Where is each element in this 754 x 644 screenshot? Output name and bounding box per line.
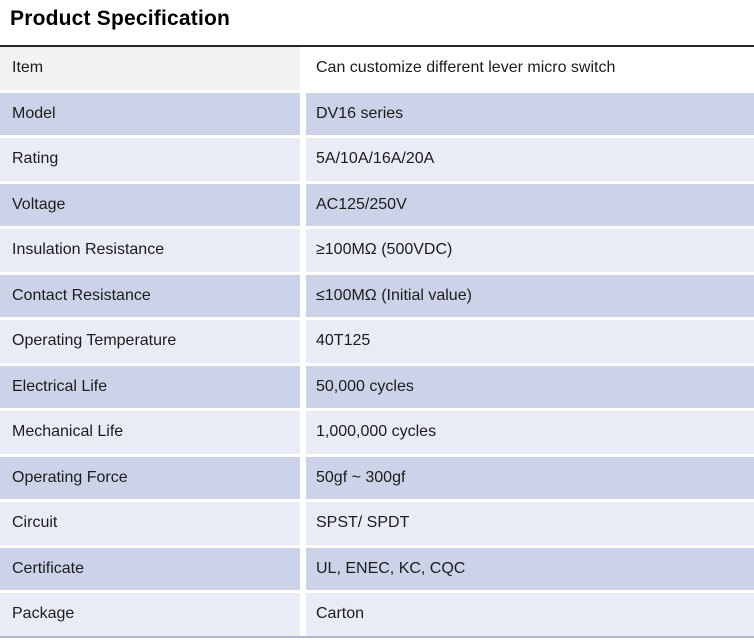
spec-value-cell: SPST/ SPDT [306, 502, 754, 545]
spec-row-operating-force: Operating Force 50gf ~ 300gf [0, 456, 754, 499]
spec-value-cell: 1,000,000 cycles [306, 411, 754, 454]
spec-value-cell: 5A/10A/16A/20A [306, 138, 754, 181]
spec-label-cell: Mechanical Life [0, 411, 300, 454]
spec-value-cell: ≤100MΩ (Initial value) [306, 274, 754, 317]
spec-row-rating: Rating 5A/10A/16A/20A [0, 138, 754, 181]
page-title: Product Specification [10, 7, 231, 30]
spec-row-mechanical-life: Mechanical Life 1,000,000 cycles [0, 411, 754, 454]
spec-label-cell: Electrical Life [0, 365, 300, 408]
spec-value-cell: Can customize different lever micro swit… [306, 47, 754, 90]
title-bar: Product Specification [0, 0, 754, 45]
specification-table: Item Can customize different lever micro… [0, 45, 754, 638]
spec-value-cell: 50,000 cycles [306, 365, 754, 408]
spec-label-cell: Model [0, 92, 300, 135]
spec-label-cell: Contact Resistance [0, 274, 300, 317]
spec-value-cell: 50gf ~ 300gf [306, 456, 754, 499]
spec-row-circuit: Circuit SPST/ SPDT [0, 502, 754, 545]
spec-row-contact-resistance: Contact Resistance ≤100MΩ (Initial value… [0, 274, 754, 317]
spec-value-cell: DV16 series [306, 92, 754, 135]
spec-label-cell: Certificate [0, 547, 300, 590]
spec-row-voltage: Voltage AC125/250V [0, 183, 754, 226]
spec-label-cell: Circuit [0, 502, 300, 545]
spec-row-operating-temperature: Operating Temperature 40T125 [0, 320, 754, 363]
spec-label-cell: Operating Force [0, 456, 300, 499]
spec-label-cell: Item [0, 47, 300, 90]
spec-label-cell: Rating [0, 138, 300, 181]
spec-value-cell: Carton [306, 593, 754, 636]
spec-value-cell: UL, ENEC, KC, CQC [306, 547, 754, 590]
spec-label-cell: Insulation Resistance [0, 229, 300, 272]
spec-label-cell: Operating Temperature [0, 320, 300, 363]
spec-value-cell: ≥100MΩ (500VDC) [306, 229, 754, 272]
spec-row-item: Item Can customize different lever micro… [0, 47, 754, 90]
spec-row-package: Package Carton [0, 593, 754, 636]
spec-label-cell: Voltage [0, 183, 300, 226]
spec-row-electrical-life: Electrical Life 50,000 cycles [0, 365, 754, 408]
spec-row-model: Model DV16 series [0, 92, 754, 135]
spec-row-certificate: Certificate UL, ENEC, KC, CQC [0, 547, 754, 590]
spec-row-insulation-resistance: Insulation Resistance ≥100MΩ (500VDC) [0, 229, 754, 272]
spec-label-cell: Package [0, 593, 300, 636]
spec-value-cell: AC125/250V [306, 183, 754, 226]
spec-value-cell: 40T125 [306, 320, 754, 363]
